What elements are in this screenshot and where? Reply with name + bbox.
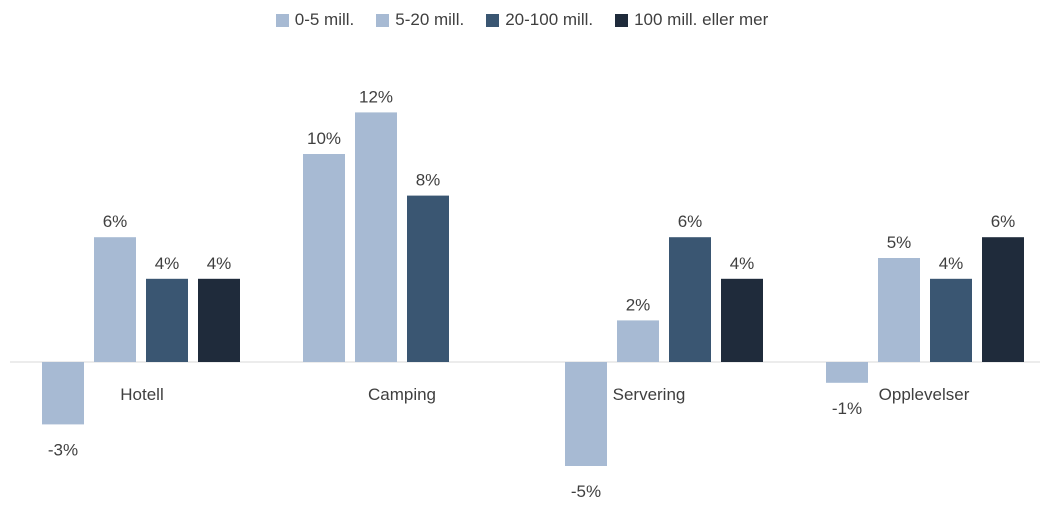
data-label: -1% bbox=[832, 399, 862, 418]
bar bbox=[146, 278, 188, 362]
data-label: 6% bbox=[103, 212, 128, 231]
legend-item: 0-5 mill. bbox=[275, 10, 355, 30]
legend-item: 100 mill. eller mer bbox=[615, 10, 768, 30]
legend-swatch bbox=[275, 13, 289, 27]
bar bbox=[355, 112, 397, 363]
data-label: 2% bbox=[626, 295, 651, 314]
bar bbox=[669, 237, 711, 362]
data-label: 6% bbox=[678, 212, 703, 231]
bar bbox=[982, 237, 1024, 362]
data-label: 4% bbox=[730, 254, 755, 273]
bar bbox=[407, 195, 449, 362]
legend: 0-5 mill. 5-20 mill. 20-100 mill. 100 mill.… bbox=[0, 8, 1044, 32]
legend-swatch bbox=[376, 13, 390, 27]
data-label: 10% bbox=[307, 129, 341, 148]
category-label: Opplevelser bbox=[879, 385, 970, 404]
legend-label: 100 mill. eller mer bbox=[634, 10, 769, 29]
category-label: Camping bbox=[368, 385, 436, 404]
data-label: 6% bbox=[991, 212, 1016, 231]
legend-label: 0-5 mill. bbox=[294, 10, 355, 29]
data-label: 8% bbox=[416, 171, 441, 190]
category-label: Servering bbox=[613, 385, 686, 404]
legend-label: 5-20 mill. bbox=[395, 10, 465, 29]
data-label: 12% bbox=[359, 87, 393, 106]
bar bbox=[930, 278, 972, 362]
legend-swatch bbox=[486, 13, 500, 27]
bar bbox=[721, 278, 763, 362]
legend-item: 20-100 mill. bbox=[486, 10, 593, 30]
data-label: -5% bbox=[571, 482, 601, 501]
legend-swatch bbox=[615, 13, 629, 27]
bar bbox=[617, 320, 659, 362]
data-label: 5% bbox=[887, 233, 912, 252]
legend-label: 20-100 mill. bbox=[505, 10, 594, 29]
bar bbox=[94, 237, 136, 362]
category-label: Hotell bbox=[120, 385, 163, 404]
data-label: 4% bbox=[207, 254, 232, 273]
legend-item: 5-20 mill. bbox=[376, 10, 464, 30]
bar bbox=[198, 278, 240, 362]
bar bbox=[42, 362, 84, 425]
data-label: 4% bbox=[939, 254, 964, 273]
data-label: 4% bbox=[155, 254, 180, 273]
bar bbox=[826, 362, 868, 383]
data-label: -3% bbox=[48, 440, 78, 459]
bar bbox=[303, 154, 345, 362]
bar bbox=[878, 258, 920, 362]
bar bbox=[565, 362, 607, 466]
